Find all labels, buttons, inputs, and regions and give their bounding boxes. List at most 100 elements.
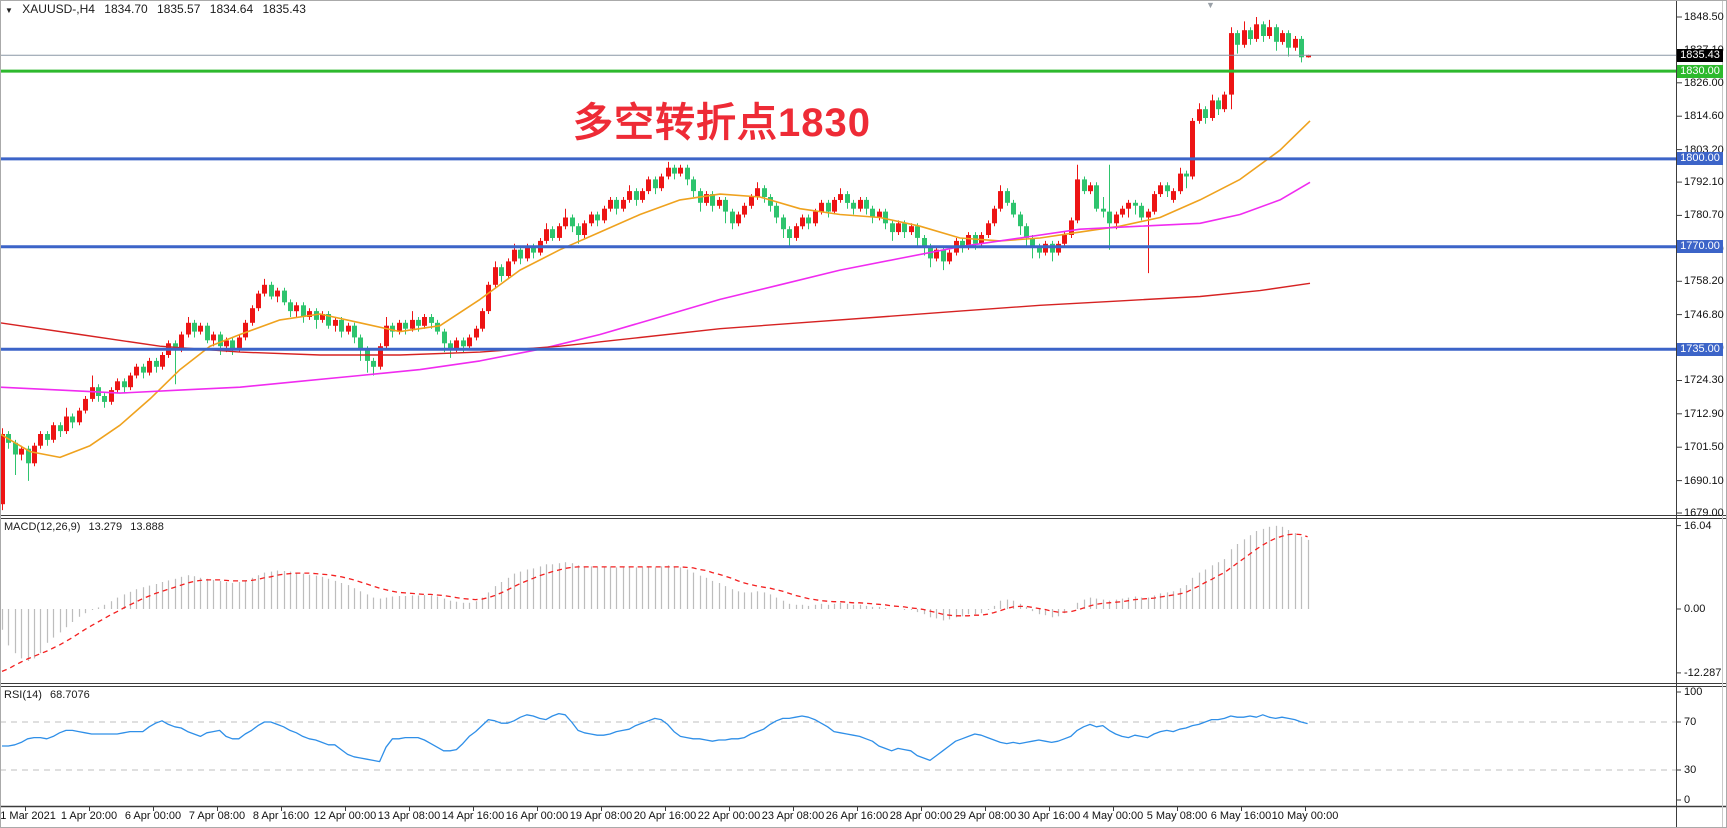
candle-bull bbox=[1222, 94, 1227, 110]
candle-bull bbox=[627, 191, 632, 200]
price-tick-label: 1690.10 bbox=[1684, 474, 1724, 487]
candle-bull bbox=[992, 208, 997, 224]
candle-bear bbox=[1037, 246, 1042, 253]
price-tick-label: 1780.70 bbox=[1684, 209, 1724, 222]
candle-bear bbox=[1030, 238, 1035, 247]
candle-bull bbox=[38, 434, 43, 446]
candle-bull bbox=[755, 188, 760, 197]
candle-bull bbox=[506, 261, 511, 276]
candle-bull bbox=[211, 334, 216, 341]
candle-bull bbox=[1056, 243, 1061, 253]
candle-bear bbox=[301, 305, 306, 317]
candle-bull bbox=[493, 267, 498, 285]
candle-bear bbox=[922, 238, 927, 247]
candle-bear bbox=[768, 197, 773, 206]
candle-bull bbox=[307, 311, 312, 317]
date-label: 20 Apr 16:00 bbox=[633, 810, 697, 822]
candle-bull bbox=[320, 314, 325, 320]
chart-title: ▼ XAUUSD-,H4 1834.70 1835.57 1834.64 183… bbox=[5, 2, 312, 16]
candle-bull bbox=[378, 346, 383, 367]
candle-bear bbox=[282, 290, 287, 303]
candle-bear bbox=[806, 217, 811, 224]
price-badge-1800.00: 1800.00 bbox=[1677, 152, 1723, 166]
price-badge-1770.00: 1770.00 bbox=[1677, 240, 1723, 254]
price-tick-label: 1814.60 bbox=[1684, 110, 1724, 123]
chart-shift-marker-icon[interactable]: ▼ bbox=[1206, 0, 1215, 10]
candle-bull bbox=[819, 202, 824, 212]
candle-bear bbox=[13, 442, 18, 455]
candle-bull bbox=[608, 199, 613, 209]
candle-bull bbox=[397, 322, 402, 332]
candle-bull bbox=[19, 448, 24, 455]
date-label: 16 Apr 00:00 bbox=[505, 810, 569, 822]
candle-bull bbox=[544, 229, 549, 241]
candle-bull bbox=[736, 214, 741, 224]
candle-bull bbox=[160, 355, 165, 367]
candle-bull bbox=[1043, 243, 1048, 253]
candle-bear bbox=[826, 202, 831, 212]
candle-bear bbox=[653, 179, 658, 189]
candle-bear bbox=[1216, 100, 1221, 110]
candle-bear bbox=[1050, 243, 1055, 253]
candle-bear bbox=[1018, 214, 1023, 227]
candle-bear bbox=[960, 240, 965, 247]
candle-bull bbox=[422, 317, 427, 326]
date-label: 14 Apr 16:00 bbox=[441, 810, 505, 822]
date-label: 10 May 00:00 bbox=[1271, 810, 1339, 822]
candle-bull bbox=[109, 390, 114, 402]
candle-bull bbox=[32, 445, 37, 464]
candle-bull bbox=[1210, 100, 1215, 118]
price-tick-label: 1724.30 bbox=[1684, 374, 1724, 387]
candle-bull bbox=[346, 325, 351, 332]
candle-bull bbox=[966, 235, 971, 247]
rsi-line bbox=[2, 712, 1308, 763]
candle-bull bbox=[64, 416, 69, 432]
candle-bear bbox=[550, 229, 555, 238]
candle-bull bbox=[582, 223, 587, 235]
candle-bull bbox=[563, 217, 568, 227]
candle-bear bbox=[685, 167, 690, 180]
candle-bear bbox=[518, 249, 523, 259]
candle-bear bbox=[634, 191, 639, 200]
candle-bear bbox=[45, 434, 50, 440]
candle-bear bbox=[614, 199, 619, 209]
candle-bull bbox=[749, 197, 754, 206]
ohlc-close: 1835.43 bbox=[262, 2, 306, 16]
candle-bear bbox=[448, 343, 453, 350]
candle-bear bbox=[1082, 179, 1087, 192]
rsi-name: RSI(14) bbox=[4, 689, 42, 701]
candle-bear bbox=[1248, 30, 1253, 39]
candle-bear bbox=[1274, 27, 1279, 42]
date-label: 28 Apr 00:00 bbox=[889, 810, 953, 822]
candle-bear bbox=[915, 226, 920, 238]
candle-bull bbox=[0, 434, 5, 505]
annotation-text[interactable]: 多空转折点1830 bbox=[573, 101, 871, 145]
candle-bear bbox=[326, 314, 331, 326]
candle-bear bbox=[26, 448, 31, 464]
rsi-tick-label: 70 bbox=[1684, 716, 1697, 728]
candle-bull bbox=[179, 334, 184, 350]
candle-bear bbox=[941, 249, 946, 262]
candle-bull bbox=[512, 249, 517, 262]
candle-bear bbox=[762, 188, 767, 197]
date-label: 7 Apr 08:00 bbox=[188, 810, 246, 822]
candle-bear bbox=[230, 340, 235, 350]
candle-bull bbox=[589, 214, 594, 224]
price-tick-label: 1758.20 bbox=[1684, 275, 1724, 288]
ma-slow-red bbox=[0, 282, 1311, 356]
candle-bear bbox=[864, 199, 869, 209]
candle-bear bbox=[122, 381, 127, 388]
candle-bull bbox=[800, 217, 805, 227]
candle-bull bbox=[1114, 214, 1119, 224]
collapse-icon[interactable]: ▼ bbox=[5, 6, 13, 15]
candle-bull bbox=[480, 311, 485, 329]
candle-bear bbox=[1184, 173, 1189, 177]
date-label: 8 Apr 16:00 bbox=[252, 810, 310, 822]
candle-bear bbox=[1024, 226, 1029, 238]
ma-mid-magenta bbox=[0, 181, 1311, 394]
rsi-value: 68.7076 bbox=[49, 689, 90, 701]
candle-bull bbox=[717, 199, 722, 206]
candle-bear bbox=[442, 331, 447, 344]
candle-bull bbox=[186, 322, 191, 335]
